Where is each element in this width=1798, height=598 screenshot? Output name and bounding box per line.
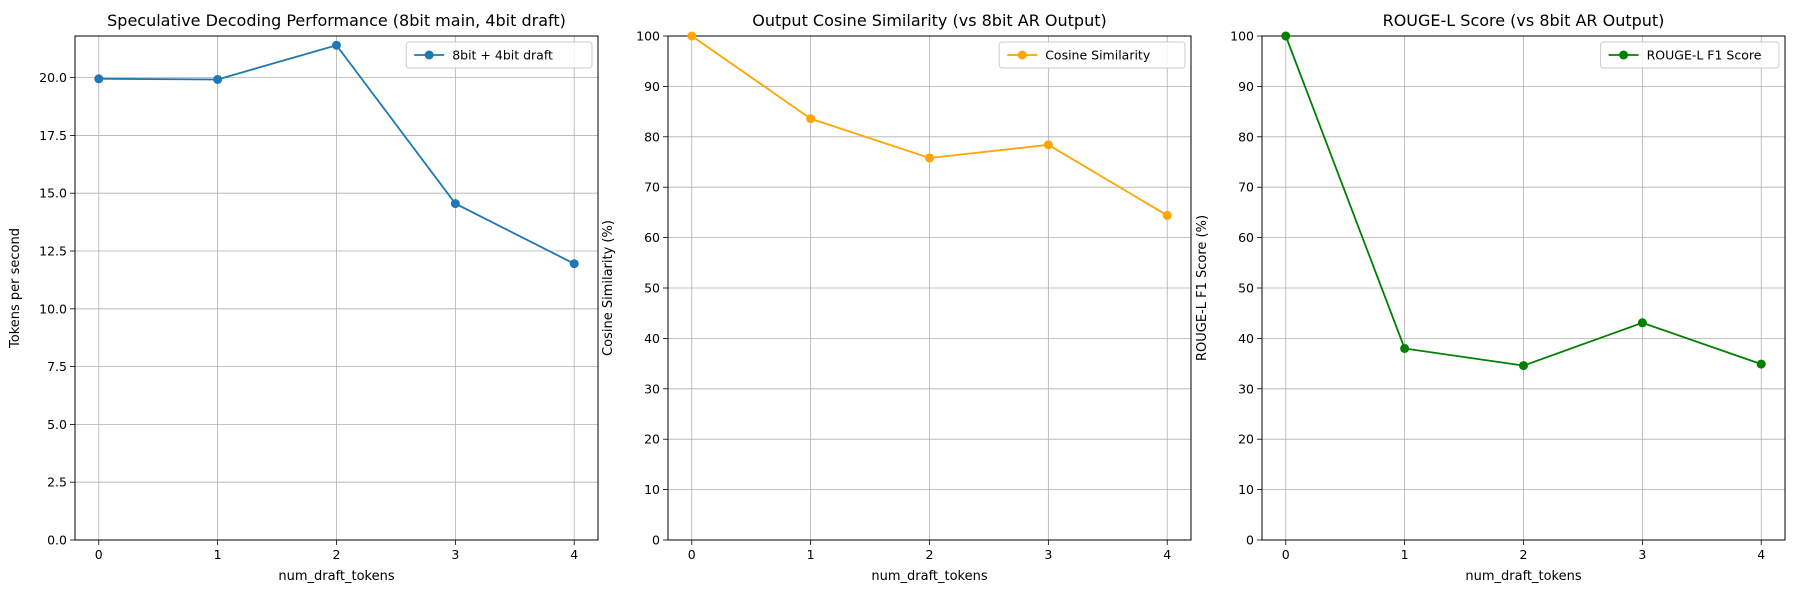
y-tick-label: 10 bbox=[1238, 482, 1254, 497]
data-point bbox=[925, 153, 934, 163]
y-tick-label: 50 bbox=[644, 281, 660, 296]
x-tick-label: 0 bbox=[95, 547, 103, 562]
x-axis-label: num_draft_tokens bbox=[871, 569, 988, 584]
chart-title: Speculative Decoding Performance (8bit m… bbox=[107, 11, 566, 30]
y-axis-label: Tokens per second bbox=[8, 228, 23, 349]
y-axis-label: Cosine Similarity (%) bbox=[601, 220, 616, 356]
y-tick-label: 40 bbox=[1238, 331, 1254, 346]
data-point bbox=[1400, 343, 1410, 353]
x-tick-label: 2 bbox=[926, 547, 934, 562]
data-point bbox=[213, 74, 223, 84]
data-point bbox=[1043, 140, 1053, 150]
y-tick-label: 12.5 bbox=[39, 244, 67, 259]
legend: Cosine Similarity bbox=[998, 41, 1186, 69]
x-tick-label: 1 bbox=[807, 547, 815, 562]
legend-marker bbox=[424, 50, 434, 60]
x-tick-label: 2 bbox=[1520, 547, 1528, 562]
chart-1: 0 1 2 3 4 0.0 2.5 5.0 7.5 10.0 12.5 15.0 17.5 20.0 Spe… bbox=[8, 11, 599, 584]
y-tick-label: 70 bbox=[644, 180, 660, 195]
y-tick-label: 90 bbox=[1238, 79, 1254, 94]
y-tick-label: 10.0 bbox=[39, 301, 67, 316]
y-tick-label: 60 bbox=[1238, 230, 1254, 245]
x-tick-label: 2 bbox=[333, 547, 341, 562]
y-tick-label: 20 bbox=[1238, 432, 1254, 447]
legend-marker bbox=[1619, 50, 1629, 60]
y-tick-label: 0.0 bbox=[47, 533, 67, 548]
y-tick-label: 50 bbox=[1238, 281, 1254, 296]
legend-label: 8bit + 4bit draft bbox=[452, 48, 553, 63]
x-tick-label: 3 bbox=[1044, 547, 1052, 562]
data-point bbox=[687, 31, 697, 41]
data-point bbox=[450, 199, 460, 209]
y-tick-label: 0 bbox=[652, 533, 660, 548]
y-tick-label: 5.0 bbox=[47, 417, 67, 432]
y-tick-label: 40 bbox=[644, 331, 660, 346]
y-tick-label: 20 bbox=[644, 432, 660, 447]
x-tick-label: 0 bbox=[688, 547, 696, 562]
y-tick-label: 80 bbox=[644, 129, 660, 144]
x-axis-label: num_draft_tokens bbox=[1465, 569, 1582, 584]
legend: ROUGE-L F1 Score bbox=[1600, 41, 1780, 69]
x-axis-label: num_draft_tokens bbox=[278, 569, 395, 584]
y-axis-label: ROUGE-L F1 Score (%) bbox=[1195, 215, 1210, 361]
y-tick-label: 100 bbox=[636, 29, 660, 44]
legend-label: Cosine Similarity bbox=[1045, 48, 1151, 63]
y-tick-label: 10 bbox=[644, 482, 660, 497]
legend-label: ROUGE-L F1 Score bbox=[1647, 48, 1762, 63]
data-point bbox=[1281, 31, 1291, 41]
y-tick-label: 15.0 bbox=[39, 186, 67, 201]
y-tick-label: 30 bbox=[1238, 381, 1254, 396]
y-tick-label: 0 bbox=[1246, 533, 1254, 548]
y-tick-label: 70 bbox=[1238, 180, 1254, 195]
x-tick-label: 3 bbox=[1638, 547, 1646, 562]
data-point bbox=[332, 40, 341, 50]
data-point bbox=[1519, 361, 1528, 371]
x-tick-label: 4 bbox=[1163, 547, 1171, 562]
chart-title: ROUGE-L Score (vs 8bit AR Output) bbox=[1383, 11, 1665, 30]
y-tick-label: 20.0 bbox=[39, 70, 67, 85]
legend: 8bit + 4bit draft bbox=[405, 41, 593, 69]
plot-frame bbox=[74, 35, 599, 541]
x-tick-label: 1 bbox=[214, 547, 222, 562]
legend-box bbox=[998, 41, 1186, 69]
data-point bbox=[1756, 359, 1766, 369]
x-tick-label: 0 bbox=[1282, 547, 1290, 562]
y-tick-label: 7.5 bbox=[47, 359, 67, 374]
data-point bbox=[569, 259, 579, 269]
y-tick-label: 17.5 bbox=[39, 128, 67, 143]
data-point bbox=[1162, 210, 1172, 220]
chart-title: Output Cosine Similarity (vs 8bit AR Out… bbox=[752, 11, 1106, 30]
y-tick-label: 80 bbox=[1238, 129, 1254, 144]
data-point bbox=[94, 74, 104, 84]
y-tick-label: 90 bbox=[644, 79, 660, 94]
x-tick-label: 3 bbox=[451, 547, 459, 562]
legend-marker bbox=[1017, 50, 1027, 60]
plot-frame bbox=[1261, 35, 1786, 541]
x-tick-label: 4 bbox=[1757, 547, 1765, 562]
x-tick-label: 1 bbox=[1401, 547, 1409, 562]
y-tick-label: 2.5 bbox=[47, 475, 67, 490]
data-point bbox=[1637, 318, 1647, 328]
y-tick-label: 100 bbox=[1230, 29, 1254, 44]
x-tick-label: 4 bbox=[570, 547, 578, 562]
legend-box bbox=[405, 41, 593, 69]
data-point bbox=[806, 114, 816, 124]
y-tick-label: 60 bbox=[644, 230, 660, 245]
plot-frame bbox=[667, 35, 1192, 541]
legend-box bbox=[1600, 41, 1780, 69]
y-tick-label: 30 bbox=[644, 381, 660, 396]
